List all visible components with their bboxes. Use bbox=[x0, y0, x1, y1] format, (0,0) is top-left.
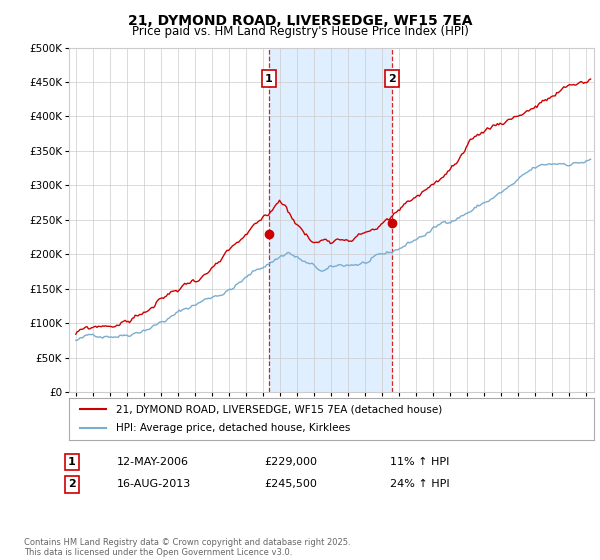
Text: 21, DYMOND ROAD, LIVERSEDGE, WF15 7EA: 21, DYMOND ROAD, LIVERSEDGE, WF15 7EA bbox=[128, 14, 472, 28]
Text: £229,000: £229,000 bbox=[264, 457, 317, 467]
Text: 12-MAY-2006: 12-MAY-2006 bbox=[117, 457, 189, 467]
Text: 2: 2 bbox=[68, 479, 76, 489]
Text: 1: 1 bbox=[68, 457, 76, 467]
Text: Contains HM Land Registry data © Crown copyright and database right 2025.
This d: Contains HM Land Registry data © Crown c… bbox=[24, 538, 350, 557]
Text: HPI: Average price, detached house, Kirklees: HPI: Average price, detached house, Kirk… bbox=[116, 423, 350, 433]
Text: Price paid vs. HM Land Registry's House Price Index (HPI): Price paid vs. HM Land Registry's House … bbox=[131, 25, 469, 38]
Text: 1: 1 bbox=[265, 73, 272, 83]
Text: £245,500: £245,500 bbox=[264, 479, 317, 489]
Text: 24% ↑ HPI: 24% ↑ HPI bbox=[390, 479, 449, 489]
Text: 16-AUG-2013: 16-AUG-2013 bbox=[117, 479, 191, 489]
Text: 21, DYMOND ROAD, LIVERSEDGE, WF15 7EA (detached house): 21, DYMOND ROAD, LIVERSEDGE, WF15 7EA (d… bbox=[116, 404, 443, 414]
Text: 11% ↑ HPI: 11% ↑ HPI bbox=[390, 457, 449, 467]
Text: 2: 2 bbox=[388, 73, 396, 83]
Bar bbox=[269, 48, 392, 392]
